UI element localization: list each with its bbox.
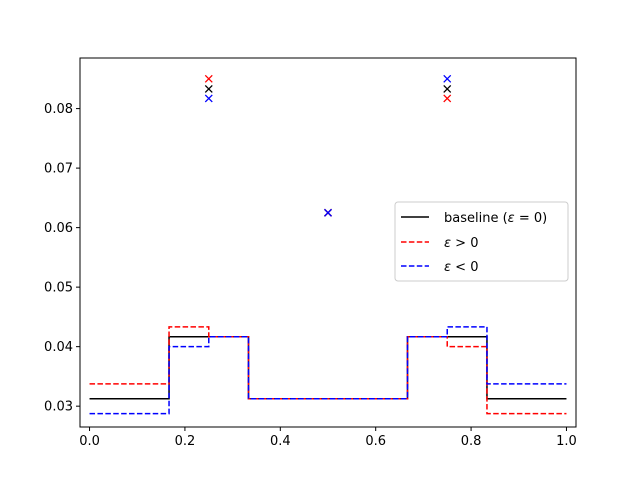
x-tick-label: 0.4 [270, 434, 291, 449]
x-tick-label: 1.0 [556, 434, 577, 449]
series-line-2 [89, 326, 567, 415]
series-line-1 [89, 326, 567, 415]
series-marker-2 [204, 94, 213, 103]
y-tick-label: 0.03 [44, 400, 73, 415]
x-tick-label: 0.8 [461, 434, 482, 449]
plot-frame [79, 57, 577, 428]
x-tick-label: 0.6 [365, 434, 386, 449]
series-layer [89, 326, 567, 415]
series-marker-1 [204, 74, 213, 83]
x-axis: 0.0 0.2 0.4 0.6 0.8 1.0 [79, 427, 577, 449]
legend: baseline (ε = 0) ε > 0 ε < 0 [394, 201, 569, 282]
series-marker-1 [443, 94, 452, 103]
y-tick-label: 0.07 [44, 162, 73, 177]
series-marker-0 [204, 84, 213, 93]
series-marker-0 [443, 84, 452, 93]
y-axis: 0.03 0.04 0.05 0.06 0.07 0.08 [44, 102, 80, 415]
series-marker-2 [443, 74, 452, 83]
y-tick-label: 0.08 [44, 102, 73, 117]
y-tick-label: 0.04 [44, 340, 73, 355]
x-tick-label: 0.0 [79, 434, 100, 449]
y-tick-label: 0.05 [44, 281, 73, 296]
legend-label-eps-negative: ε < 0 [444, 260, 478, 275]
legend-box [394, 201, 569, 282]
marker-layer [204, 74, 452, 217]
y-tick-label: 0.06 [44, 221, 73, 236]
x-tick-label: 0.2 [175, 434, 196, 449]
legend-label-eps-positive: ε > 0 [444, 236, 478, 251]
legend-label-baseline: baseline (ε = 0) [444, 211, 547, 226]
series-marker-2 [324, 208, 332, 217]
